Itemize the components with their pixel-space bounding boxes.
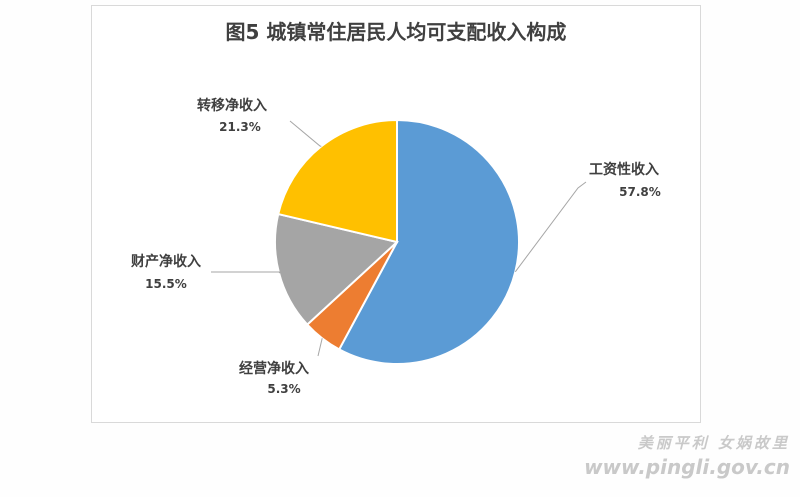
slice-value-label-3: 15.5%: [145, 277, 187, 291]
watermark-url: www.pingli.gov.cn: [584, 455, 790, 479]
slice-label-1: 工资性收入: [589, 161, 659, 178]
watermark: 美丽平利 女娲故里 www.pingli.gov.cn: [580, 432, 790, 479]
slice-label-3: 财产净收入: [130, 253, 201, 270]
leader-line-2: [317, 338, 323, 357]
slice-value-label-4: 21.3%: [219, 120, 261, 134]
leader-line-3: [211, 271, 282, 274]
slice-label-2: 经营净收入: [239, 360, 309, 377]
chart-title: 图5 城镇常住居民人均可支配收入构成: [225, 20, 567, 44]
slice-value-label-1: 57.8%: [619, 185, 661, 199]
watermark-slogan: 美丽平利 女娲故里: [637, 434, 790, 452]
slice-label-4: 转移净收入: [197, 97, 267, 114]
leader-line-1: [514, 181, 587, 273]
leader-line-4: [289, 120, 322, 147]
slice-value-label-2: 5.3%: [267, 382, 300, 396]
pie-slice-1: [337, 118, 520, 365]
